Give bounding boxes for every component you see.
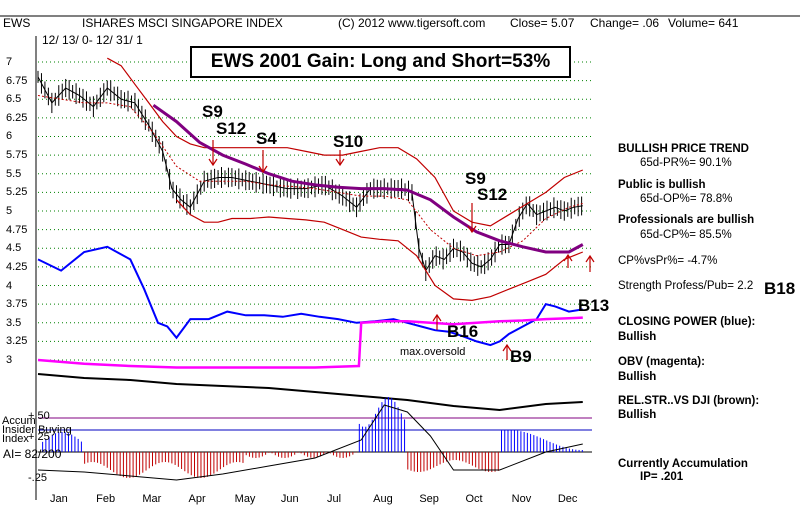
accum-label-1: Accum: [2, 415, 36, 427]
relstr-state: Bullish: [618, 409, 657, 421]
accum-label-2: Insider Buying: [2, 424, 72, 436]
signal-b9: B9: [510, 347, 532, 366]
signal-s10: S10: [333, 132, 364, 151]
y-tick-label: 3.25: [6, 335, 28, 348]
signal-s4: S4: [256, 129, 277, 148]
x-month-label: Jul: [327, 493, 342, 505]
ai-value: AI= 82/200: [3, 447, 62, 461]
accum-tick-plus-25: +.25: [28, 431, 50, 443]
series-line-lower-band: [176, 199, 584, 302]
y-tick-label: 5.5: [6, 167, 22, 180]
y-tick-label: 3.75: [6, 298, 28, 311]
y-tick-label: 3: [6, 354, 13, 367]
signal-s9-a: S9: [202, 102, 223, 121]
x-month-label: Jan: [50, 493, 68, 505]
chart-title: EWS 2001 Gain: Long and Short=53%: [190, 46, 571, 78]
y-tick-label: 5: [6, 205, 13, 217]
signal-arrow-head: [208, 158, 218, 167]
series-line-65-day-ma: [152, 103, 584, 254]
x-month-label: Nov: [511, 493, 532, 505]
header-copyright: (C) 2012 www.tigersoft.com: [338, 16, 486, 30]
public-label: Public is bullish: [618, 179, 706, 191]
accum-tick-plus-50: +.50: [28, 410, 50, 422]
y-tick-label: 4: [6, 279, 13, 292]
x-month-label: Sep: [419, 493, 439, 505]
x-month-label: Jun: [280, 493, 299, 505]
closing-power-state: Bullish: [618, 331, 657, 343]
series-line-middle-band: [37, 95, 583, 257]
relstr-label: REL.STR..VS DJI (brown):: [618, 395, 760, 407]
x-month-label: May: [234, 493, 256, 505]
signal-arrow-head: [335, 158, 345, 167]
x-month-label: Dec: [557, 493, 578, 505]
signal-arrow-head: [432, 313, 442, 322]
x-month-label: Aug: [373, 493, 393, 505]
y-tick-label: 7: [6, 55, 13, 68]
rel-strength-line: [37, 373, 583, 412]
cp-value: 65d-CP%= 85.5%: [640, 229, 732, 241]
x-month-label: Oct: [465, 493, 483, 505]
closing-power-label: CLOSING POWER (blue):: [618, 316, 756, 328]
x-month-label: Mar: [142, 493, 162, 505]
signal-b16: B16: [447, 322, 479, 341]
trend-label: BULLISH PRICE TREND: [618, 143, 749, 155]
y-tick-label: 6: [6, 130, 13, 143]
signal-b18: B18: [764, 279, 796, 298]
series-line-upper-band: [107, 57, 584, 227]
y-tick-label: 3.5: [6, 316, 22, 329]
x-month-label: Feb: [96, 493, 116, 505]
y-tick-label: 5.75: [6, 149, 28, 162]
signal-b13: B13: [578, 296, 610, 315]
signal-arrow-head: [563, 253, 573, 262]
signal-arrow-head: [585, 254, 595, 263]
y-tick-label: 6.75: [6, 74, 28, 87]
y-tick-label: 4.5: [6, 242, 22, 255]
accumulation-label: Currently Accumulation: [618, 458, 748, 470]
pros-label: Professionals are bullish: [618, 214, 755, 226]
signal-s12-b: S12: [477, 185, 508, 204]
series-line-closing-power-blue-: [37, 245, 583, 347]
pr-value: 65d-PR%= 90.1%: [640, 157, 732, 169]
header-close: Close= 5.07: [510, 16, 575, 30]
y-tick-label: 4.25: [6, 260, 28, 273]
header-symbol: EWS: [3, 16, 31, 30]
series-line-price: [37, 76, 583, 272]
header-volume: Volume= 641: [668, 16, 739, 30]
header-change: Change= .06: [590, 16, 660, 30]
max-oversold-annotation: max.oversold: [400, 346, 466, 358]
obv-state: Bullish: [618, 371, 657, 383]
signal-arrow-head: [258, 165, 268, 174]
accum-line: [37, 404, 583, 481]
y-tick-label: 6.5: [6, 93, 22, 106]
signal-arrow-head: [502, 343, 512, 352]
signal-arrow-head: [467, 225, 477, 234]
accum-tick-minus-25: -.25: [28, 472, 47, 484]
ip-value: IP= .201: [640, 471, 684, 483]
y-tick-label: 6.25: [6, 111, 28, 124]
x-month-label: Apr: [188, 493, 206, 505]
y-tick-label: 5.25: [6, 186, 28, 199]
signal-s9-b: S9: [465, 169, 486, 188]
accum-label-3: Index: [2, 433, 29, 445]
cp-vs-pr: CP%vsPr%= -4.7%: [618, 255, 718, 267]
header-name: ISHARES MSCI SINGAPORE INDEX: [82, 16, 283, 30]
op-value: 65d-OP%= 78.8%: [640, 193, 733, 205]
signal-s12-a: S12: [216, 119, 247, 138]
y-tick-label: 4.75: [6, 223, 28, 236]
strength-ratio: Strength Profess/Pub= 2.2: [618, 280, 754, 292]
series-line-obv-magenta-: [37, 316, 583, 369]
header-date-range: 12/ 13/ 0- 12/ 31/ 1: [42, 33, 143, 47]
obv-label: OBV (magenta):: [618, 356, 705, 368]
